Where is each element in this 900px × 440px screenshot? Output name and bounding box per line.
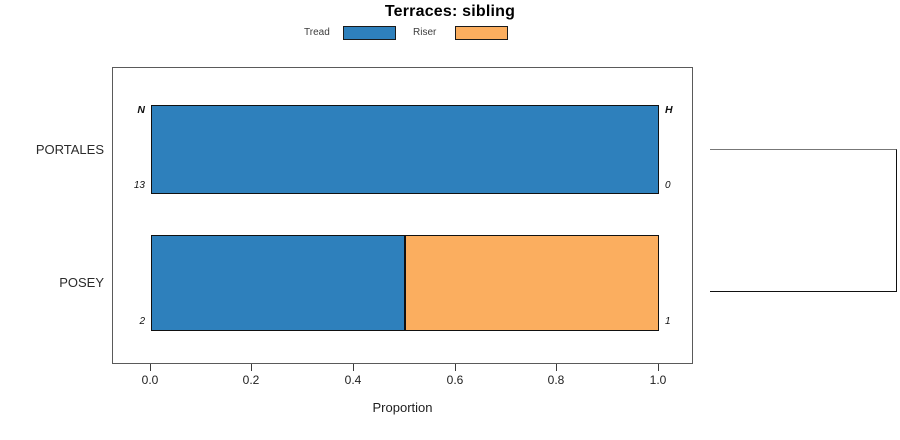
side-key-panel — [710, 149, 897, 292]
x-tick-mark — [251, 364, 252, 371]
legend: Tread Riser — [300, 25, 600, 43]
table-row[interactable] — [151, 105, 659, 194]
x-axis-title: Proportion — [372, 400, 433, 415]
x-tick-label: 0.0 — [141, 373, 159, 387]
legend-label-tread: Tread — [304, 27, 330, 38]
x-tick-mark — [658, 364, 659, 371]
y-axis-labels: PORTALES POSEY — [0, 67, 104, 364]
margin-count-left-posey: 2 — [139, 316, 145, 327]
x-tick-mark — [556, 364, 557, 371]
margin-header-left-portales: N — [137, 104, 145, 116]
margin-header-right-portales: H — [665, 104, 673, 116]
x-tick-label: 0.8 — [547, 373, 565, 387]
x-tick-label: 0.6 — [446, 373, 464, 387]
x-tick-mark — [150, 364, 151, 371]
margin-count-left-portales: 13 — [133, 180, 145, 191]
row-label-posey: POSEY — [59, 275, 104, 290]
bar-segment-tread[interactable] — [151, 105, 659, 194]
table-row[interactable] — [151, 235, 659, 331]
legend-swatch-riser — [455, 26, 508, 40]
row-label-portales: PORTALES — [35, 142, 104, 157]
chart-title: Terraces: sibling — [384, 3, 516, 20]
bar-segment-tread[interactable] — [151, 235, 405, 331]
x-axis: 0.0 0.2 0.4 0.6 0.8 1.0 — [112, 364, 693, 404]
x-tick-mark — [353, 364, 354, 371]
x-tick-label: 0.2 — [242, 373, 260, 387]
legend-label-riser: Riser — [413, 27, 437, 38]
x-tick-label: 0.4 — [344, 373, 362, 387]
legend-swatch-tread — [343, 26, 396, 40]
bar-segment-riser[interactable] — [405, 235, 659, 331]
x-tick-mark — [455, 364, 456, 371]
margin-count-right-posey: 1 — [665, 316, 671, 327]
margin-count-right-portales: 0 — [665, 180, 671, 191]
x-tick-label: 1.0 — [649, 373, 667, 387]
plot-panel: N H 13 0 2 1 — [112, 67, 693, 364]
